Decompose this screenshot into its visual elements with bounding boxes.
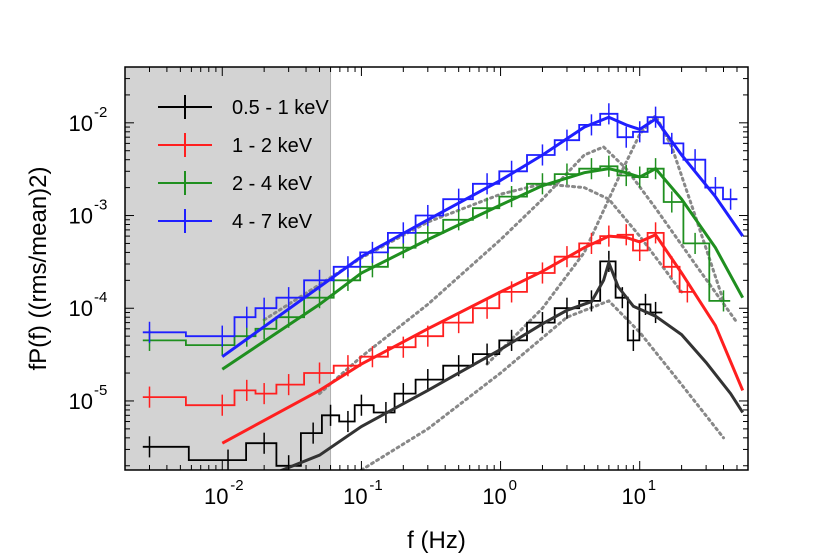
x-tick-exponent: 0 (509, 477, 517, 494)
shaded-region (125, 67, 332, 470)
series-4 (142, 103, 744, 358)
x-tick-exponent: -2 (230, 477, 243, 494)
legend: 0.5 - 1 keV 1 - 2 keV 2 - 4 keV 4 - 7 keV (158, 95, 329, 233)
legend-label: 4 - 7 keV (232, 211, 313, 233)
legend-label: 0.5 - 1 keV (232, 97, 329, 119)
x-tick-label: 10 (621, 484, 645, 509)
series-steps-2 (142, 232, 695, 407)
model-line-2 (221, 232, 745, 445)
model-line-3 (221, 166, 745, 371)
plot-area (125, 67, 745, 470)
y-axis-label: fP(f) ((rms/mean)2) (25, 167, 52, 371)
legend-label: 1 - 2 keV (232, 135, 313, 157)
series-3 (142, 155, 745, 371)
x-tick-exponent: -1 (369, 477, 382, 494)
plot-frame (124, 66, 749, 471)
model-line-1 (278, 258, 744, 470)
model-line-4 (221, 115, 744, 358)
x-axis-label: f (Hz) (407, 527, 466, 554)
x-tick-exponent: 1 (648, 477, 656, 494)
y-tick-label: 10 (69, 296, 93, 321)
legend-entry-4: 4 - 7 keV (158, 209, 313, 233)
y-tick-exponent: -2 (94, 104, 107, 121)
series-1 (142, 250, 744, 470)
series-steps-4 (142, 112, 738, 338)
x-tick-label: 10 (204, 484, 228, 509)
y-tick-label: 10 (69, 389, 93, 414)
y-tick-label: 10 (69, 204, 93, 229)
x-tick-label: 10 (482, 484, 506, 509)
x-tick-label: 10 (343, 484, 367, 509)
y-tick-exponent: -5 (94, 382, 107, 399)
legend-entry-1: 0.5 - 1 keV (158, 95, 329, 119)
legend-entry-2: 1 - 2 keV (158, 133, 313, 157)
axes: 10 -2 10 -1 10 0 10 110 -510 -410 -310 -2f (Hz)fP(f… (25, 66, 749, 554)
y-tick-exponent: -4 (94, 289, 107, 306)
series-steps-1 (142, 260, 663, 467)
legend-entry-3: 2 - 4 keV (158, 171, 313, 195)
legend-label: 2 - 4 keV (232, 173, 313, 195)
y-tick-exponent: -3 (94, 197, 107, 214)
component-line-4 (485, 112, 725, 366)
component-line-2 (359, 299, 725, 470)
series-2 (142, 222, 745, 445)
y-tick-label: 10 (69, 111, 93, 136)
component-line-1 (318, 145, 739, 396)
